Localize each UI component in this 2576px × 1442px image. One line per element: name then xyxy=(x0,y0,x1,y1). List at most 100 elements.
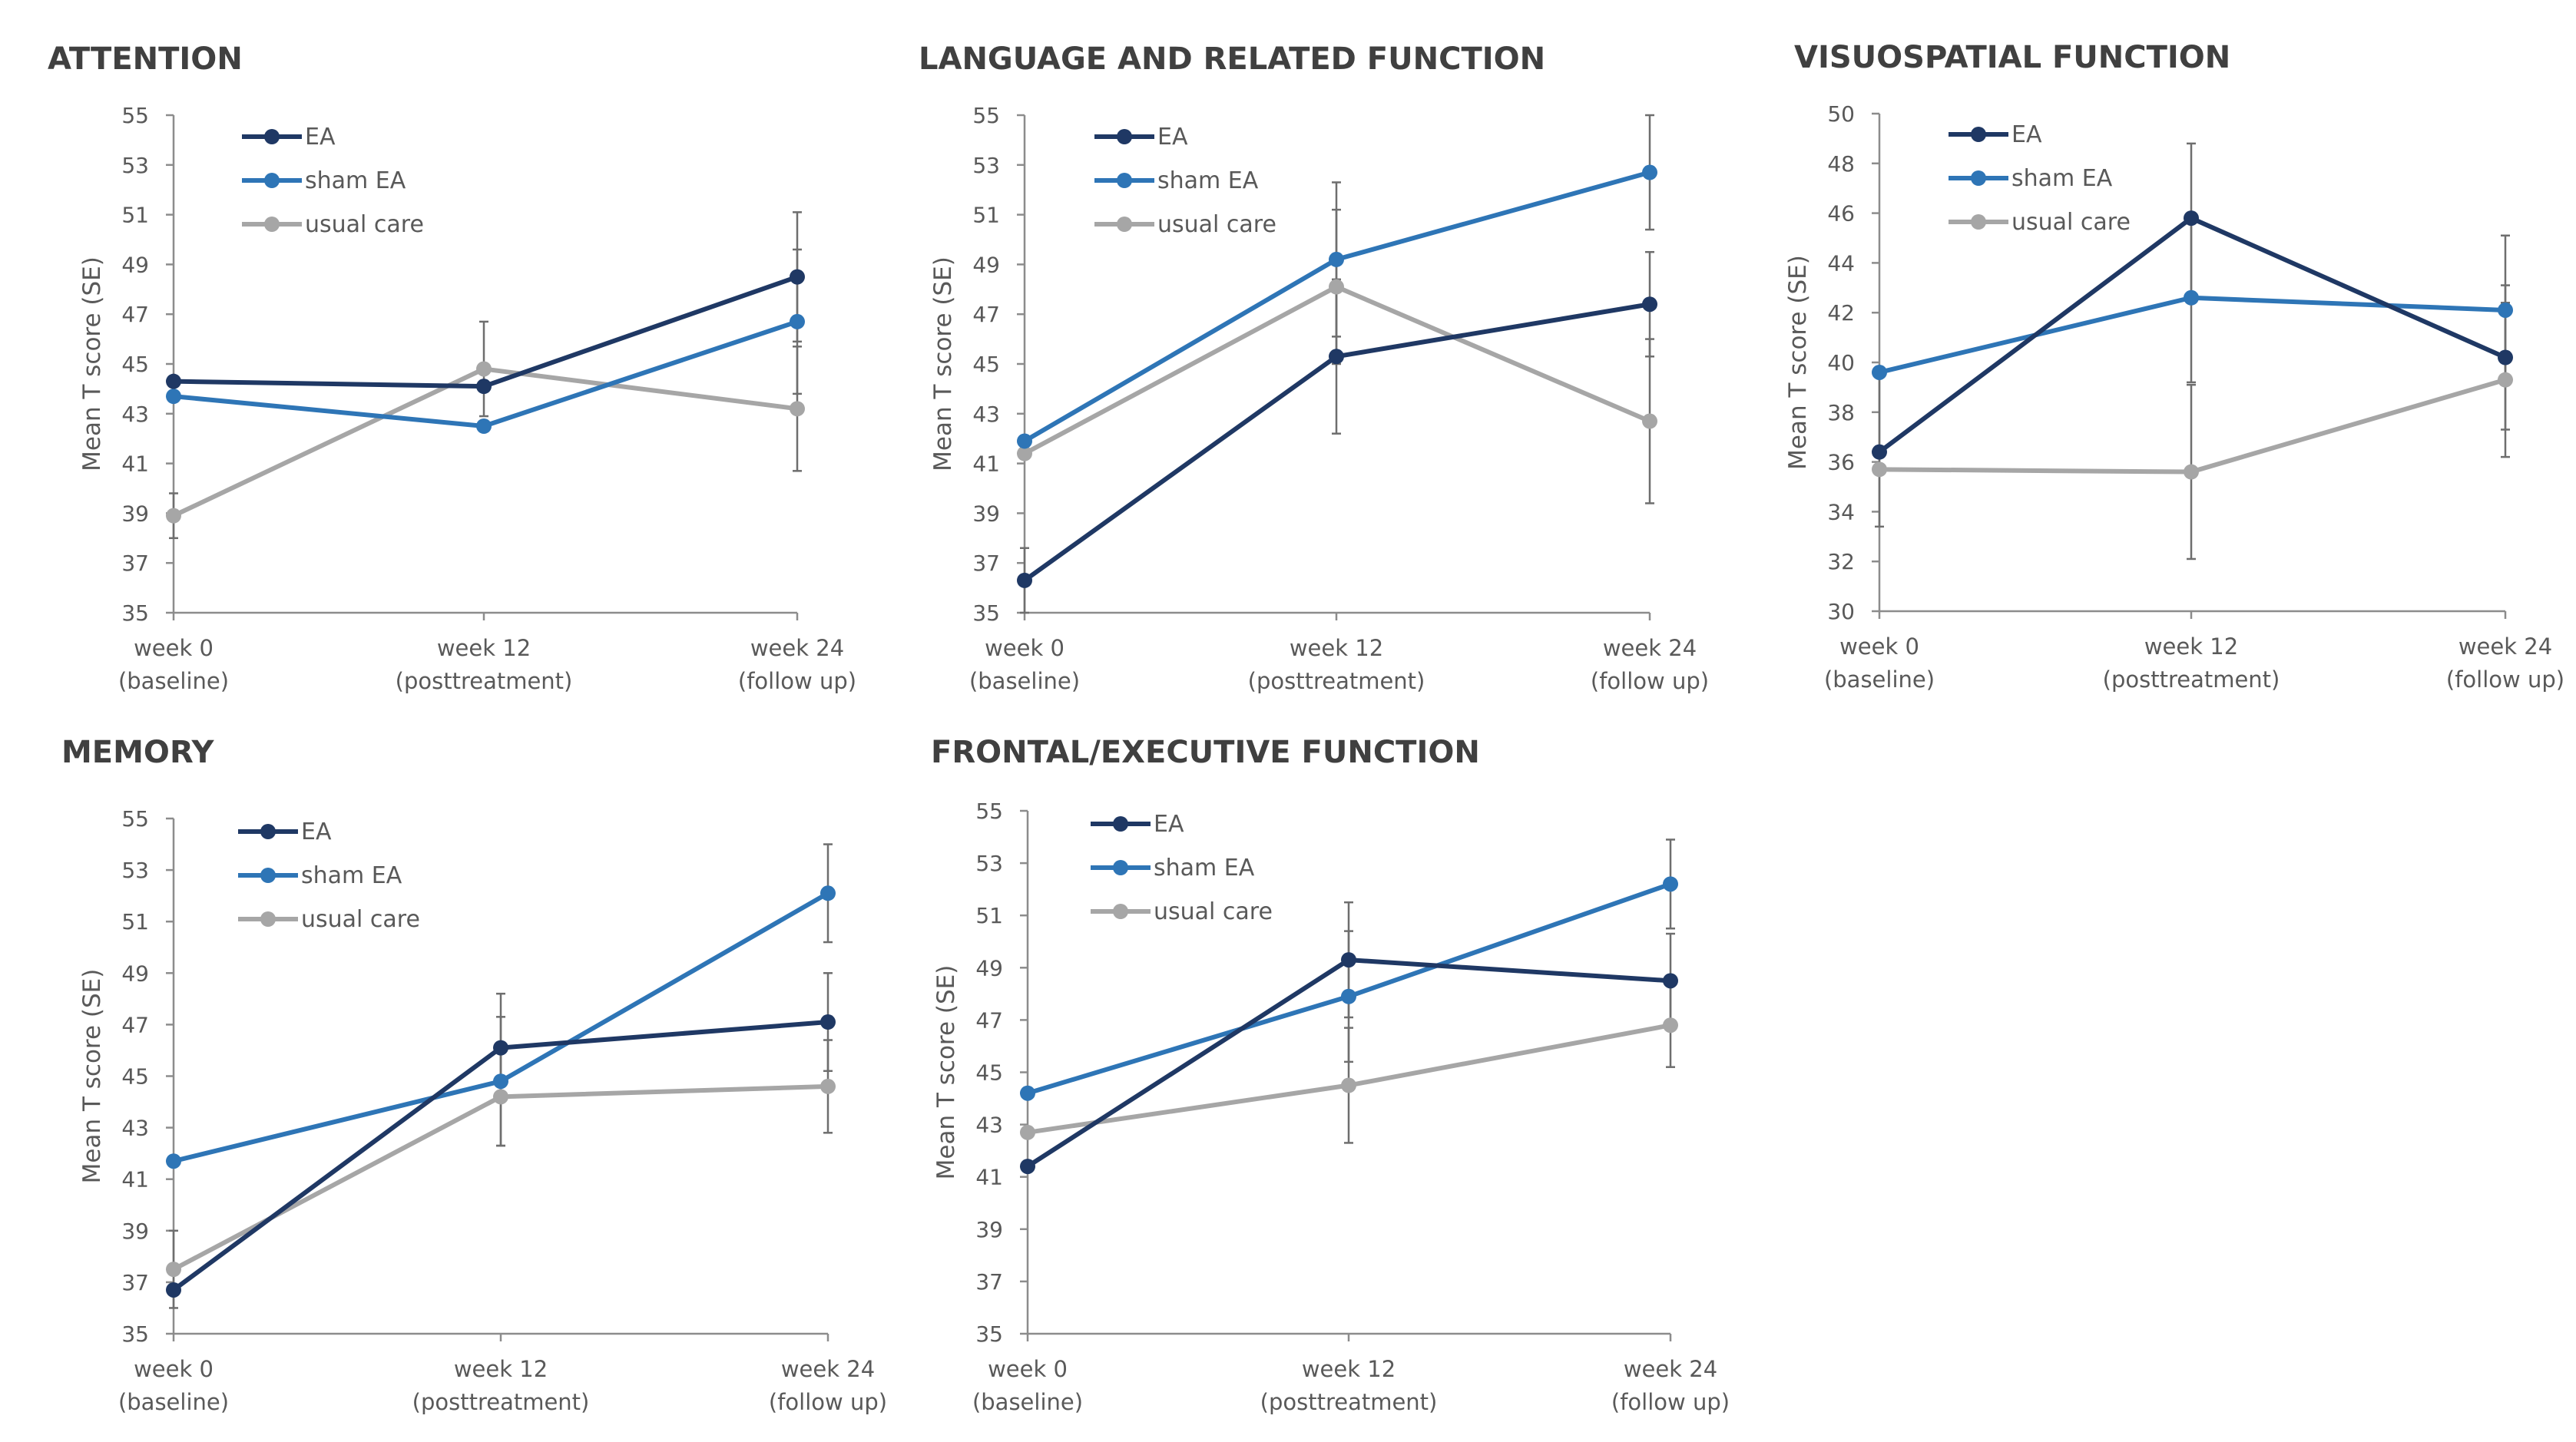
data-point-usual-care xyxy=(1872,461,1887,478)
y-tick-label: 53 xyxy=(121,153,149,178)
legend-label: usual care xyxy=(305,211,424,238)
y-tick-label: 41 xyxy=(121,1167,149,1192)
y-tick-label: 44 xyxy=(1827,250,1855,276)
legend-swatch-marker xyxy=(1113,860,1128,875)
x-tick-label-sub: (posttreatment) xyxy=(1248,668,1425,694)
series-line-ea xyxy=(1878,216,2507,455)
y-tick-label: 37 xyxy=(121,1270,149,1295)
y-axis-label: Mean T score (SE) xyxy=(78,969,106,1184)
y-tick-label: 43 xyxy=(121,402,149,427)
y-tick-label: 53 xyxy=(972,153,1000,178)
y-tick-label: 37 xyxy=(972,551,1000,576)
x-tick-label: week 0 xyxy=(985,635,1065,661)
y-tick-label: 45 xyxy=(972,352,1000,377)
legend-swatch-marker xyxy=(1971,214,1986,230)
x-tick-label: week 24 xyxy=(781,1356,875,1382)
legend-swatch-marker xyxy=(1971,127,1986,142)
data-point-ea xyxy=(1663,973,1678,989)
chart-panel-1: ATTENTION 35 37 39 41 43 45 47 49 51 53 55 week 0 (ba… xyxy=(48,41,856,694)
data-point-ea xyxy=(166,373,181,389)
y-tick-label: 51 xyxy=(121,203,149,228)
y-tick-label: 41 xyxy=(121,451,149,477)
legend-swatch-marker xyxy=(260,868,276,883)
data-point-usual-care xyxy=(1663,1017,1678,1034)
x-tick-label: week 24 xyxy=(750,635,844,661)
series-line-usual-care xyxy=(1879,377,2506,475)
y-tick-label: 55 xyxy=(975,799,1003,824)
y-tick-label: 40 xyxy=(1827,350,1855,375)
data-point-sham-ea xyxy=(166,389,181,405)
data-point-ea xyxy=(1017,572,1032,588)
data-point-sham-ea xyxy=(1642,164,1657,180)
x-tick-label: week 24 xyxy=(2458,633,2552,660)
x-tick-label-sub: (baseline) xyxy=(118,1389,229,1415)
x-tick-label-sub: (posttreatment) xyxy=(412,1389,590,1415)
y-tick-label: 49 xyxy=(121,252,149,277)
chart-panel-2: LANGUAGE AND RELATED FUNCTION 35 37 39 41 43 4… xyxy=(919,41,1709,694)
y-tick-label: 53 xyxy=(121,858,149,883)
legend-swatch-marker xyxy=(1117,217,1132,232)
y-tick-label: 39 xyxy=(972,501,1000,526)
x-tick-label-sub: (follow up) xyxy=(2446,666,2564,693)
legend-label: usual care xyxy=(1157,211,1276,238)
y-tick-label: 39 xyxy=(975,1217,1003,1242)
y-tick-label: 55 xyxy=(121,103,149,128)
data-point-usual-care xyxy=(1341,1077,1356,1093)
chart-title: MEMORY xyxy=(61,735,215,770)
x-tick-label: week 12 xyxy=(1290,635,1383,661)
y-tick-label: 38 xyxy=(1827,400,1855,425)
y-tick-label: 35 xyxy=(121,1321,149,1347)
data-point-ea xyxy=(476,379,492,395)
data-point-ea xyxy=(493,1040,508,1056)
y-tick-label: 49 xyxy=(972,252,1000,277)
legend-swatch-marker xyxy=(1971,170,1986,186)
y-tick-label: 35 xyxy=(121,600,149,626)
legend-swatch-marker xyxy=(260,824,276,839)
data-point-ea xyxy=(1872,444,1887,460)
x-tick-label: week 24 xyxy=(1603,635,1697,661)
y-axis-label: Mean T score (SE) xyxy=(78,256,106,471)
data-point-sham-ea xyxy=(1329,251,1344,267)
legend-label: sham EA xyxy=(1157,167,1259,194)
y-tick-label: 51 xyxy=(975,903,1003,928)
data-point-ea xyxy=(1020,1159,1035,1175)
legend-swatch-marker xyxy=(1117,129,1132,144)
data-point-sham-ea xyxy=(1663,876,1678,892)
y-tick-label: 43 xyxy=(121,1116,149,1141)
x-tick-label-sub: (follow up) xyxy=(769,1389,887,1415)
x-tick-label: week 12 xyxy=(437,635,531,661)
legend-swatch-marker xyxy=(260,911,276,927)
y-tick-label: 47 xyxy=(972,302,1000,327)
y-tick-label: 51 xyxy=(121,909,149,934)
data-point-sham-ea xyxy=(2498,302,2513,318)
data-point-sham-ea xyxy=(493,1073,508,1090)
legend: EA sham EA usual care xyxy=(242,124,424,238)
legend-label: usual care xyxy=(1154,898,1273,925)
x-tick-label: week 24 xyxy=(1624,1356,1717,1382)
data-point-ea xyxy=(790,269,805,285)
legend-label: EA xyxy=(301,819,332,845)
data-point-usual-care xyxy=(493,1089,508,1105)
legend-label: sham EA xyxy=(305,167,406,194)
y-tick-label: 37 xyxy=(121,551,149,576)
data-point-sham-ea xyxy=(820,885,836,901)
y-tick-label: 35 xyxy=(972,600,1000,626)
data-point-ea xyxy=(166,1282,181,1298)
y-axis-label: Mean T score (SE) xyxy=(929,256,957,471)
legend-label: sham EA xyxy=(301,862,402,889)
y-tick-label: 32 xyxy=(1827,549,1855,574)
x-tick-label-sub: (follow up) xyxy=(1591,668,1709,694)
legend-swatch-marker xyxy=(1113,904,1128,919)
data-point-usual-care xyxy=(1329,279,1344,295)
data-point-usual-care xyxy=(1017,445,1032,461)
data-point-sham-ea xyxy=(1017,433,1032,449)
y-tick-label: 37 xyxy=(975,1269,1003,1295)
y-tick-label: 47 xyxy=(975,1007,1003,1033)
data-point-usual-care xyxy=(1642,413,1657,429)
y-tick-label: 45 xyxy=(121,352,149,377)
series-line-sham-ea xyxy=(1879,295,2506,375)
data-point-sham-ea xyxy=(1341,988,1356,1004)
legend-swatch-marker xyxy=(1117,173,1132,188)
chart-title: ATTENTION xyxy=(48,41,243,77)
data-point-sham-ea xyxy=(476,418,492,434)
